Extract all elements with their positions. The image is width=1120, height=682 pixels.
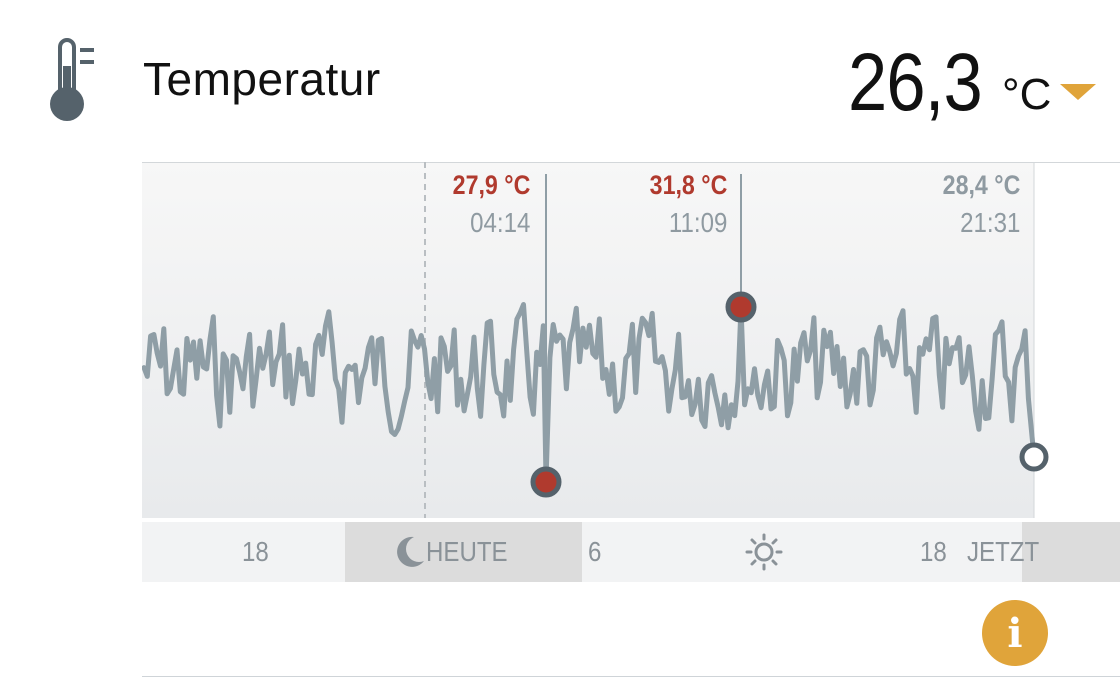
night-band [345, 522, 582, 582]
current-callout: 28,4 °C 21:31 [930, 170, 1020, 239]
axis-label-6: 6 [588, 536, 602, 567]
sensor-title: Temperatur [143, 53, 381, 105]
current-callout-temperature: 28,4 °C [942, 170, 1020, 200]
thermometer-icon [50, 38, 94, 121]
min-temperature: 27,9 °C [452, 170, 530, 200]
max-marker [725, 291, 757, 323]
axis-label-18-yesterday: 18 [242, 536, 269, 567]
max-callout: 31,8 °C 11:09 [637, 170, 727, 239]
temperature-chart: 27,9 °C 04:14 31,8 °C 11:09 28,4 °C 21:3… [142, 162, 1120, 518]
time-axis: 18 HEUTE 6 18 JETZT [142, 522, 1120, 582]
max-time: 11:09 [668, 207, 727, 238]
min-callout: 27,9 °C 04:14 [440, 170, 530, 239]
min-marker [530, 466, 562, 498]
current-callout-time: 21:31 [959, 207, 1020, 238]
bottom-divider [142, 676, 1120, 677]
max-temperature: 31,8 °C [649, 170, 727, 200]
axis-label-today: HEUTE [426, 536, 508, 567]
temperature-unit: °C [1002, 70, 1052, 119]
info-button[interactable]: i [982, 600, 1048, 666]
min-time: 04:14 [469, 207, 530, 238]
future-band [1022, 522, 1120, 582]
moon-icon [397, 536, 424, 567]
sun-icon [745, 533, 783, 571]
axis-label-18-today: 18 [920, 536, 947, 567]
current-marker [1019, 442, 1049, 472]
dropdown-toggle-icon[interactable] [1060, 84, 1096, 100]
current-temperature: 26,3 [848, 37, 983, 128]
axis-label-now: JETZT [967, 536, 1040, 567]
temperature-line [142, 302, 1037, 483]
